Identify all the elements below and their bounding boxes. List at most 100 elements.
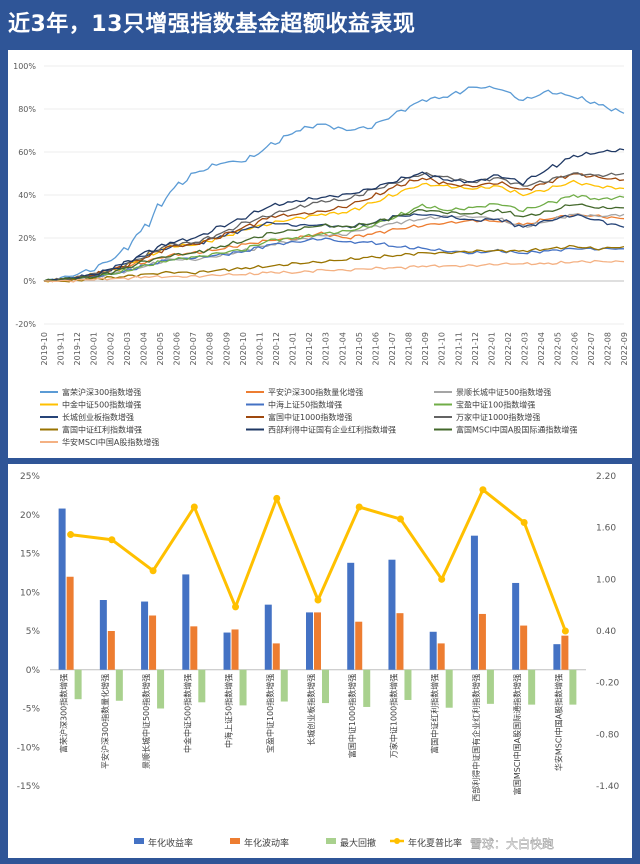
legend-label: 中海上证50指数增强: [268, 400, 342, 410]
y2-tick-label: 2.20: [596, 472, 616, 482]
bar: [429, 631, 437, 670]
bar: [190, 626, 198, 670]
x-tick-label: 2022-08: [603, 332, 612, 365]
y-tick-label: 0%: [26, 666, 41, 676]
x-tick-label: 2021-01: [289, 332, 298, 365]
legend-label: 年化波动率: [244, 837, 289, 849]
y2-tick-label: 1.60: [596, 524, 616, 534]
bar: [115, 669, 123, 701]
series-line: [43, 203, 625, 282]
bar: [306, 612, 313, 670]
series-line: [43, 148, 625, 282]
x-tick-label: 2020-07: [189, 332, 198, 365]
sharpe-point: [232, 603, 240, 611]
series-line: [43, 194, 625, 282]
legend-label: 西部利得中证国有企业红利指数增强: [268, 425, 396, 435]
x-tick-label: 2019-11: [57, 332, 66, 365]
legend-swatch: [230, 838, 240, 844]
bar: [404, 669, 412, 700]
x-tick-label: 景顺长城中证500指数增强: [141, 674, 151, 769]
x-tick-label: 西部利得中证国有企业红利指数增强: [471, 674, 481, 802]
y-tick-label: 15%: [20, 550, 40, 560]
x-tick-label: 2020-08: [206, 332, 215, 365]
bar: [74, 669, 82, 700]
y-tick-label: 0%: [23, 277, 36, 286]
x-tick-label: 2021-09: [421, 332, 430, 365]
y2-tick-label: -1.40: [596, 782, 620, 792]
y-tick-label: 80%: [18, 105, 36, 114]
x-tick-label: 2019-12: [73, 332, 82, 365]
sharpe-point: [67, 531, 75, 539]
bar: [99, 600, 107, 670]
bar: [347, 562, 355, 670]
x-tick-label: 中海上证50指数增强: [224, 674, 234, 748]
x-tick-label: 宝盈中证100指数增强: [265, 674, 275, 753]
x-tick-label: 富荣沪深300指数增强: [59, 674, 69, 753]
bar: [314, 612, 321, 670]
x-tick-label: 2020-10: [239, 332, 248, 365]
series-line: [43, 259, 625, 283]
x-tick-label: 平安沪深300指数量化增强: [100, 674, 110, 769]
x-tick-label: 2022-05: [554, 332, 563, 365]
y-tick-label: -5%: [22, 705, 40, 715]
bar: [437, 643, 445, 670]
y-tick-label: -15%: [17, 782, 41, 792]
x-tick-label: 2020-03: [123, 332, 132, 365]
x-tick-label: 2020-01: [90, 332, 99, 365]
y2-tick-label: -0.80: [596, 730, 620, 740]
x-tick-label: 2021-06: [371, 332, 380, 365]
sharpe-point: [396, 515, 404, 523]
legend-label: 长城创业板指数增强: [62, 412, 134, 422]
series-line: [43, 244, 625, 283]
y-tick-label: 20%: [20, 511, 40, 521]
x-tick-label: 2022-07: [587, 332, 596, 365]
bar: [66, 576, 74, 670]
line-chart-panel: 100% 80% 60% 40% 20% 0% -20% 2019-10 2019-11 2019…: [8, 50, 632, 458]
bar: [569, 669, 577, 705]
y-tick-label: 20%: [18, 234, 36, 243]
sharpe-point: [561, 627, 569, 635]
x-tick-label: 2021-11: [454, 332, 463, 365]
y2-tick-label: 0.40: [596, 627, 616, 637]
sharpe-point: [479, 486, 487, 494]
bar: [561, 635, 569, 670]
page-title: 近3年，13只增强指数基金超额收益表现: [8, 12, 416, 37]
x-tick-label: 2020-02: [106, 332, 115, 365]
bar: [182, 574, 190, 670]
x-tick-label: 2022-01: [487, 332, 496, 365]
series-line: [43, 237, 625, 282]
x-tick-label: 2021-12: [471, 332, 480, 365]
bar: [239, 669, 247, 706]
sharpe-point: [190, 503, 198, 511]
sharpe-point: [273, 494, 281, 502]
legend-label: 富荣沪深300指数增强: [62, 387, 141, 397]
x-tick-label: 2022-03: [521, 332, 530, 365]
series-line: [43, 213, 625, 282]
series-line: [43, 171, 625, 282]
y-tick-label: 100%: [13, 62, 36, 71]
bar: [231, 629, 239, 670]
x-tick-label: 中金中证500指数增强: [182, 674, 192, 753]
x-tick-label: 2021-08: [405, 332, 414, 365]
legend-label: 最大回撤: [340, 837, 376, 849]
legend-label: 富国中证1000指数增强: [268, 412, 352, 422]
legend-label: 中金中证500指数增强: [62, 400, 141, 410]
x-tick-label: 2020-12: [272, 332, 281, 365]
sharpe-point: [149, 567, 157, 575]
legend-label: 华安MSCI中国A股指数增强: [62, 437, 159, 447]
bar-chart: 25% 20% 15% 10% 5% 0% -5% -10% -15% 2.20 1.60 1.00 0…: [17, 472, 620, 851]
bar: [528, 669, 536, 705]
x-tick-label: 2020-04: [139, 332, 148, 365]
y2-tick-label: 1.00: [596, 575, 616, 585]
x-tick-label: 2020-06: [173, 332, 182, 365]
legend-label: 景顺长城中证500指数增强: [456, 387, 551, 397]
y-tick-label: 60%: [18, 148, 36, 157]
y-tick-label: 10%: [20, 588, 40, 598]
bar: [149, 615, 157, 670]
x-tick-label: 2021-02: [305, 332, 314, 365]
x-tick-label: 2021-04: [338, 332, 347, 365]
x-tick-label: 2021-07: [388, 332, 397, 365]
line-chart: 100% 80% 60% 40% 20% 0% -20% 2019-10 2019-11 2019…: [13, 62, 629, 447]
x-tick-label: 2022-02: [504, 332, 513, 365]
bar: [470, 535, 478, 670]
